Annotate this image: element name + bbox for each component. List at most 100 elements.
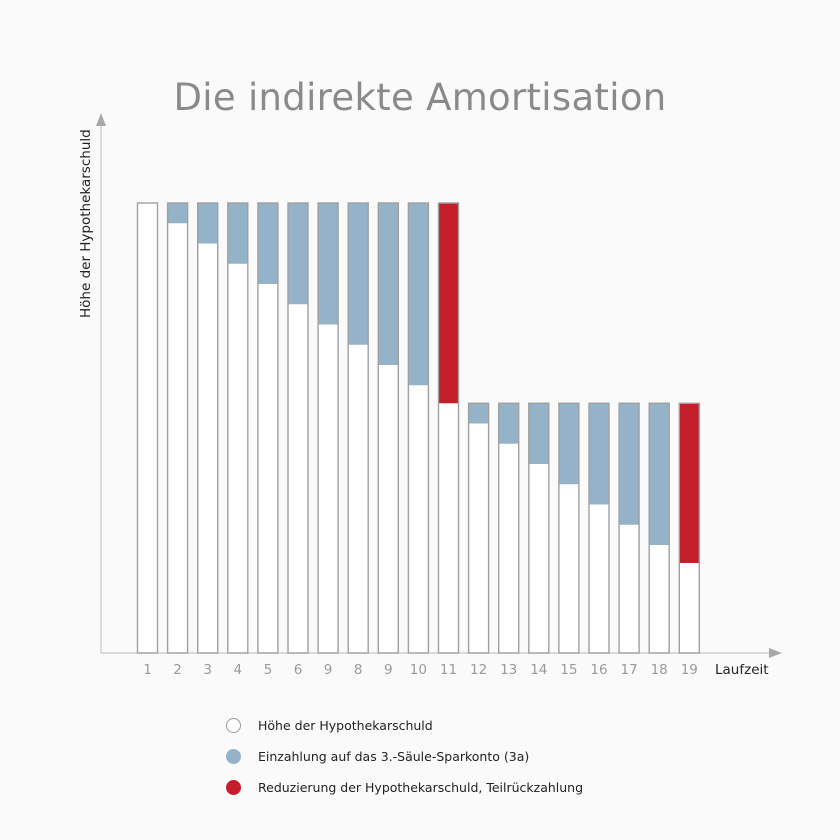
bar-group bbox=[257, 202, 279, 654]
bars bbox=[136, 202, 700, 654]
bar-debt bbox=[468, 423, 489, 653]
bar-outline bbox=[196, 202, 219, 654]
chart-title: Die indirekte Amortisation bbox=[173, 76, 667, 119]
x-axis-label: Laufzeit bbox=[715, 662, 769, 678]
bar-group bbox=[377, 202, 399, 654]
x-tick-label: 19 bbox=[681, 662, 698, 678]
y-axis-label: Höhe der Hypothekarschuld bbox=[78, 129, 94, 318]
x-axis-arrow-icon bbox=[769, 648, 782, 658]
legend-label: Reduzierung der Hypothekarschuld, Teilrü… bbox=[258, 780, 584, 795]
x-tick-label: 9 bbox=[384, 662, 393, 678]
bar-outline bbox=[678, 402, 700, 654]
bar-debt bbox=[288, 304, 308, 653]
legend-marker-red-circle-icon bbox=[226, 780, 241, 795]
legend-label: Einzahlung auf das 3.-Säule-Sparkonto (3… bbox=[258, 749, 530, 764]
x-tick-label: 15 bbox=[560, 662, 577, 678]
bar-3a-deposit bbox=[649, 403, 670, 545]
bar-outline bbox=[377, 202, 399, 654]
bar-outline bbox=[317, 202, 339, 654]
bar-group bbox=[287, 202, 309, 654]
bar-group bbox=[558, 402, 580, 654]
bar-debt bbox=[167, 223, 188, 653]
bar-outline bbox=[136, 202, 159, 654]
bar-debt bbox=[197, 243, 218, 653]
bar-3a-deposit bbox=[408, 203, 429, 386]
bar-debt bbox=[348, 344, 369, 653]
bar-outline bbox=[407, 202, 430, 654]
x-tick-label: 1 bbox=[143, 662, 152, 678]
bar-debt bbox=[408, 385, 429, 653]
bar-outline bbox=[467, 402, 490, 654]
legend-item-debt: Höhe der Hypothekarschuld bbox=[226, 710, 583, 741]
bar-3a-deposit bbox=[167, 203, 188, 224]
bar-group bbox=[166, 202, 189, 654]
bar-debt bbox=[227, 263, 248, 653]
bar-outline bbox=[166, 202, 189, 654]
bar-3a-deposit bbox=[197, 203, 218, 244]
bar-outline bbox=[257, 202, 279, 654]
bar-debt bbox=[378, 365, 399, 653]
legend-item-repayment: Reduzierung der Hypothekarschuld, Teilrü… bbox=[226, 772, 583, 803]
y-axis-arrow-icon bbox=[96, 113, 106, 126]
bar-debt bbox=[528, 464, 549, 653]
x-tick-label: 13 bbox=[500, 662, 517, 678]
bar-group bbox=[618, 402, 640, 654]
bar-group bbox=[347, 202, 369, 654]
bar-group bbox=[528, 402, 550, 654]
bar-outline bbox=[528, 402, 550, 654]
x-tick-label: 10 bbox=[410, 662, 427, 678]
x-tick-label: 3 bbox=[203, 662, 212, 678]
bar-3a-deposit bbox=[528, 403, 549, 464]
bar-3a-deposit bbox=[589, 403, 609, 505]
bar-outline bbox=[287, 202, 309, 654]
bar-3a-deposit bbox=[619, 403, 640, 525]
bar-3a-deposit bbox=[348, 203, 369, 345]
bar-3a-deposit bbox=[318, 203, 339, 325]
x-tick-label: 4 bbox=[234, 662, 243, 678]
bar-debt bbox=[679, 563, 700, 653]
bar-debt bbox=[619, 524, 640, 653]
bar-3a-deposit bbox=[558, 403, 579, 485]
bar-outline bbox=[347, 202, 369, 654]
bar-outline bbox=[227, 202, 249, 654]
bar-outline bbox=[618, 402, 640, 654]
bar-group bbox=[317, 202, 339, 654]
bar-group bbox=[648, 402, 670, 654]
bar-group bbox=[136, 202, 159, 654]
x-tick-label: 17 bbox=[621, 662, 638, 678]
legend-item-3a: Einzahlung auf das 3.-Säule-Sparkonto (3… bbox=[226, 741, 583, 772]
bar-group bbox=[196, 202, 219, 654]
bar-group bbox=[407, 202, 430, 654]
bar-group bbox=[588, 402, 610, 654]
bar-group bbox=[227, 202, 249, 654]
legend-label: Höhe der Hypothekarschuld bbox=[258, 718, 433, 733]
legend-marker-white-circle-icon bbox=[226, 718, 241, 733]
bar-debt bbox=[257, 284, 278, 653]
x-tick-label: 8 bbox=[354, 662, 363, 678]
bar-group bbox=[437, 202, 460, 654]
x-tick-label: 9 bbox=[324, 662, 333, 678]
bar-outline bbox=[437, 202, 460, 654]
legend: Höhe der Hypothekarschuld Einzahlung auf… bbox=[226, 710, 583, 803]
bar-debt bbox=[438, 403, 459, 653]
bar-repayment bbox=[438, 203, 459, 404]
x-tick-label: 6 bbox=[294, 662, 303, 678]
bar-3a-deposit bbox=[378, 203, 399, 365]
bar-3a-deposit bbox=[468, 403, 489, 424]
bar-outline bbox=[588, 402, 610, 654]
bar-group bbox=[467, 402, 490, 654]
x-tick-label: 2 bbox=[173, 662, 182, 678]
x-tick-label: 11 bbox=[440, 662, 457, 678]
bar-debt bbox=[137, 203, 158, 653]
bar-3a-deposit bbox=[498, 403, 519, 444]
bar-group bbox=[498, 402, 520, 654]
bar-debt bbox=[558, 484, 579, 653]
bar-debt bbox=[318, 324, 339, 653]
x-tick-label: 12 bbox=[470, 662, 487, 678]
x-tick-labels: 1 2 3 4 5 6 9 8 9 10 11 12 13 14 15 16 17 18 19 bbox=[143, 662, 698, 678]
bar-3a-deposit bbox=[257, 203, 278, 284]
bar-outline bbox=[498, 402, 520, 654]
bar-debt bbox=[589, 504, 609, 653]
bar-3a-deposit bbox=[288, 203, 308, 305]
